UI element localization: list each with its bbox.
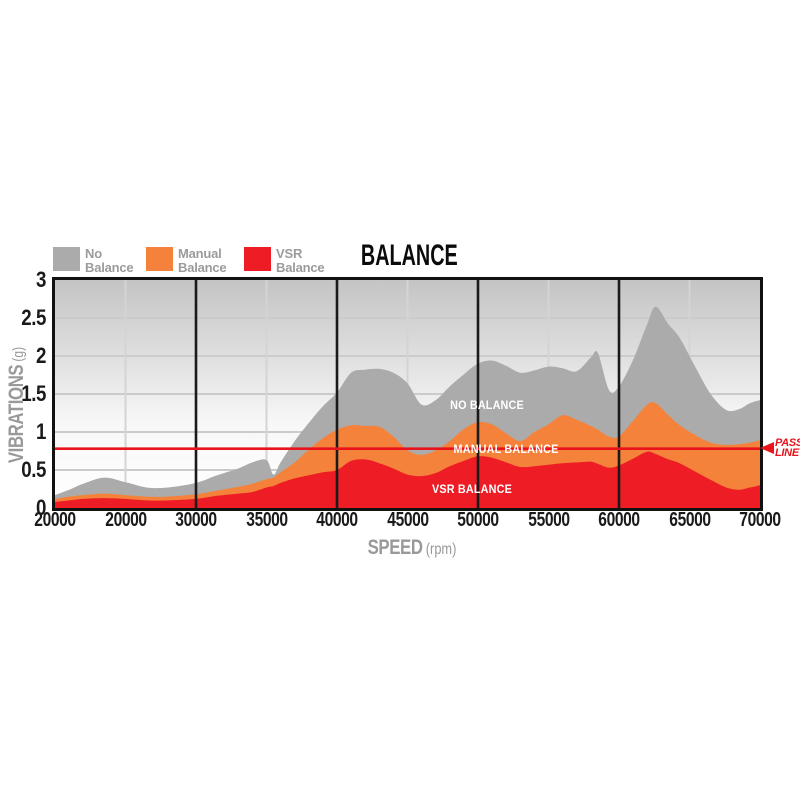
y-tick-label: 2 xyxy=(36,343,46,368)
pass-line-arrow-icon xyxy=(760,442,774,454)
chart-title-text: BALANCE xyxy=(360,239,458,272)
legend-label: No Balance xyxy=(85,246,134,275)
y-axis-unit-text: (g) xyxy=(10,346,27,362)
legend-item-vsr-balance: VSR Balance xyxy=(244,246,325,275)
y-tick-label: 0 xyxy=(36,495,46,520)
legend-label: VSR Balance xyxy=(276,246,325,275)
y-tick-label: 2.5 xyxy=(21,305,46,330)
plot-frame xyxy=(52,277,763,511)
y-axis-title: VIBRATIONS (g) xyxy=(5,313,29,497)
balance-area-chart xyxy=(55,280,760,508)
y-axis-title-text: VIBRATIONS xyxy=(5,364,28,464)
legend-swatch xyxy=(146,247,173,271)
x-axis-title-text: SPEED xyxy=(367,536,423,559)
legend-item-manual-balance: Manual Balance xyxy=(146,246,227,275)
x-tick-label: 30000 xyxy=(175,509,217,531)
legend-label: Manual Balance xyxy=(178,246,227,275)
y-tick-label: 3 xyxy=(36,267,46,292)
x-tick-label: 45000 xyxy=(386,509,429,531)
x-tick-label: 35000 xyxy=(245,509,288,531)
x-axis-title: SPEED (rpm) xyxy=(332,536,492,559)
x-tick-label: 20000 xyxy=(104,509,147,531)
y-tick-label: 1 xyxy=(36,419,46,444)
vsr-balance-area-label: VSR BALANCE xyxy=(432,482,512,496)
pass-line-label: PASS LINE xyxy=(775,437,800,459)
no-balance-area-label: NO BALANCE xyxy=(450,398,524,412)
legend-swatch xyxy=(53,247,80,271)
x-tick-label: 50000 xyxy=(457,509,499,531)
manual-balance-area-label: MANUAL BALANCE xyxy=(453,442,559,456)
x-axis-unit-text: (rpm) xyxy=(425,541,457,558)
x-tick-label: 70000 xyxy=(739,509,781,531)
vsr-balance-area xyxy=(55,451,760,508)
x-tick-label: 60000 xyxy=(598,509,640,531)
x-tick-label: 65000 xyxy=(668,509,711,531)
x-tick-label: 40000 xyxy=(316,509,358,531)
x-tick-label: 20000 xyxy=(34,509,76,531)
legend-item-no-balance: No Balance xyxy=(53,246,134,275)
legend-swatch xyxy=(244,247,271,271)
chart-title: BALANCE xyxy=(319,239,499,272)
y-tick-label: 1.5 xyxy=(21,381,46,406)
y-tick-label: 0.5 xyxy=(21,457,46,482)
x-tick-label: 55000 xyxy=(527,509,570,531)
